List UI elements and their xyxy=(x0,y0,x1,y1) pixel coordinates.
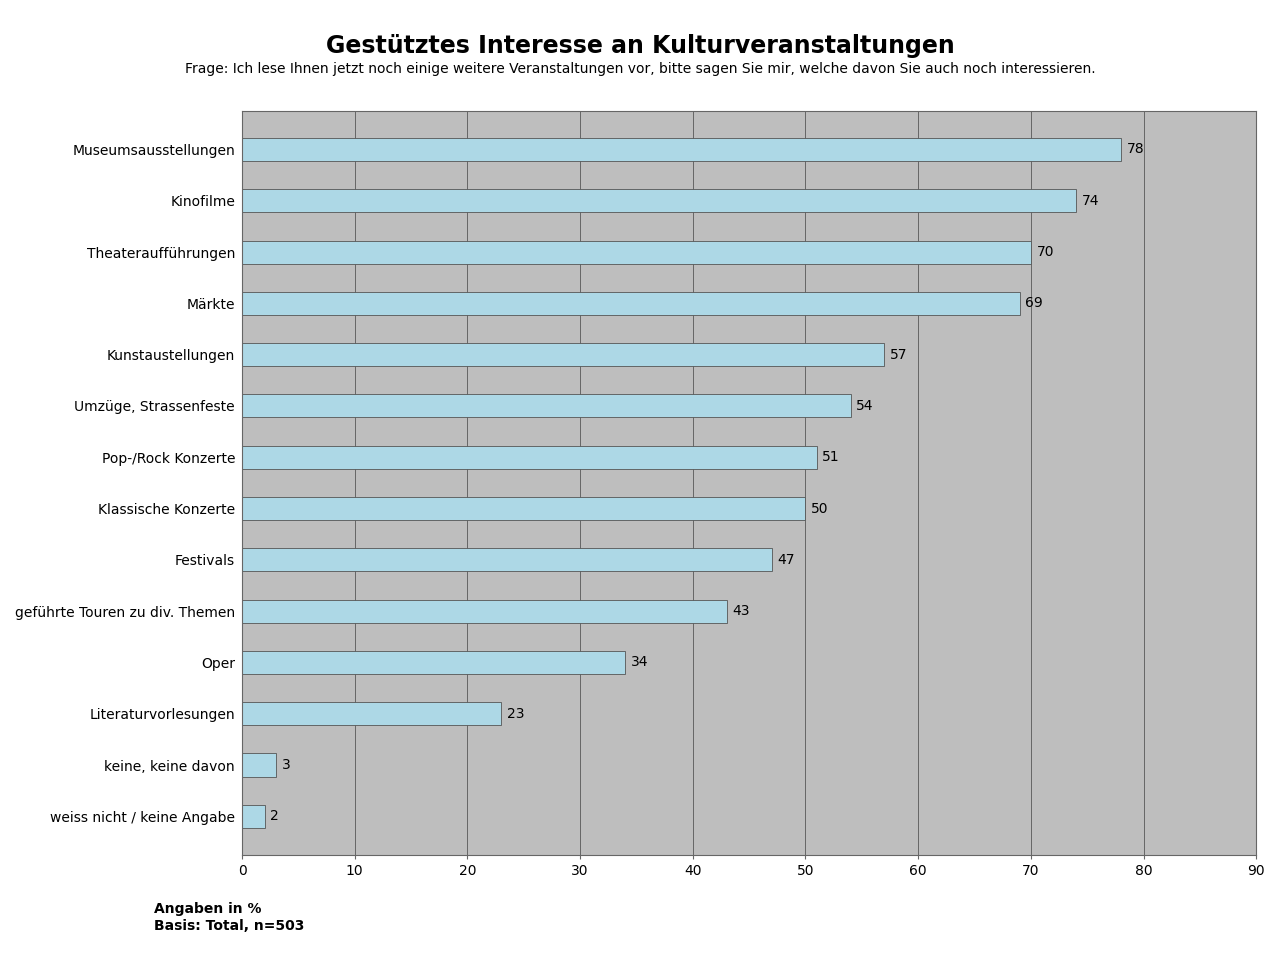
Text: 43: 43 xyxy=(732,604,750,618)
Text: Gestütztes Interesse an Kulturveranstaltungen: Gestütztes Interesse an Kulturveranstalt… xyxy=(325,34,955,58)
Bar xyxy=(242,497,805,520)
Bar xyxy=(242,189,1076,212)
Bar xyxy=(242,445,817,468)
Bar xyxy=(242,292,1020,315)
Text: 57: 57 xyxy=(890,348,908,362)
Bar xyxy=(242,804,265,828)
Text: 34: 34 xyxy=(631,656,648,669)
Bar xyxy=(242,702,502,725)
Text: Angaben in %
Basis: Total, n=503: Angaben in % Basis: Total, n=503 xyxy=(154,902,303,932)
Text: 2: 2 xyxy=(270,809,279,824)
Text: 69: 69 xyxy=(1025,297,1043,310)
Text: 47: 47 xyxy=(777,553,795,566)
Bar xyxy=(242,651,625,674)
Bar xyxy=(242,548,772,571)
Bar xyxy=(242,600,727,623)
Text: 23: 23 xyxy=(507,707,525,721)
Text: 51: 51 xyxy=(822,450,840,465)
Bar xyxy=(242,395,850,418)
Text: 78: 78 xyxy=(1126,142,1144,156)
Text: 50: 50 xyxy=(812,501,828,516)
Bar xyxy=(242,138,1121,161)
Bar xyxy=(242,754,276,777)
Text: 3: 3 xyxy=(282,758,291,772)
Text: 74: 74 xyxy=(1082,194,1100,207)
Bar xyxy=(242,343,884,366)
Text: Frage: Ich lese Ihnen jetzt noch einige weitere Veranstaltungen vor, bitte sagen: Frage: Ich lese Ihnen jetzt noch einige … xyxy=(184,62,1096,77)
Text: 54: 54 xyxy=(856,399,874,413)
Text: 70: 70 xyxy=(1037,245,1053,259)
Bar xyxy=(242,241,1030,264)
